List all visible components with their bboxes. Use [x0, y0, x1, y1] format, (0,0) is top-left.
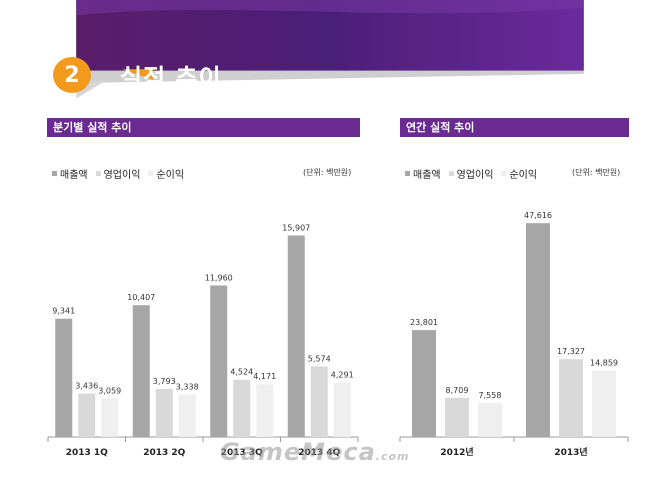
data-label: 4,524 — [230, 368, 253, 377]
data-label: 15,907 — [282, 224, 310, 233]
data-label: 9,341 — [52, 307, 75, 316]
quarterly-unit-label: (단위: 백만원) — [303, 168, 352, 177]
legend-item-net-income: 순이익 — [148, 166, 184, 181]
data-label: 3,059 — [98, 386, 121, 395]
data-label: 4,291 — [331, 371, 354, 380]
data-label: 3,793 — [153, 377, 176, 386]
bar — [559, 359, 583, 437]
annual-unit-label: (단위: 백만원) — [572, 168, 621, 177]
bar — [55, 318, 73, 437]
data-label: 7,558 — [479, 391, 502, 400]
bar — [155, 388, 173, 437]
bar — [78, 393, 96, 437]
bar — [233, 379, 251, 437]
annual-chart-title: 연간 실적 추이 — [400, 118, 629, 137]
bar — [445, 397, 469, 437]
page-title: 실적 추이 — [120, 64, 222, 92]
bar — [333, 382, 351, 437]
bar — [287, 235, 305, 437]
x-tick-label: 2012년 — [440, 446, 473, 458]
x-tick-label: 2013년 — [554, 446, 587, 458]
data-label: 3,436 — [75, 381, 98, 390]
bar — [101, 398, 119, 437]
data-label: 47,616 — [524, 211, 552, 220]
annual-legend: 매출액 영업이익 순이익 — [405, 166, 545, 181]
data-label: 4,171 — [253, 372, 276, 381]
header-background — [76, 0, 584, 99]
legend-item-revenue: 매출액 — [52, 166, 88, 181]
data-label: 14,859 — [590, 358, 618, 367]
bar — [526, 223, 550, 437]
data-label: 8,709 — [446, 386, 469, 395]
section-number-badge: 2 — [53, 57, 91, 93]
bar — [592, 370, 616, 437]
x-tick-label: 2013 4Q — [298, 448, 340, 458]
bar — [178, 394, 196, 437]
quarterly-legend: 매출액 영업이익 순이익 — [52, 166, 192, 181]
bar — [478, 403, 502, 437]
x-tick-label: 2013 2Q — [143, 448, 185, 458]
x-tick-label: 2013 3Q — [221, 448, 263, 458]
bar — [132, 305, 150, 437]
watermark-logo: GameMeca.com — [220, 438, 410, 466]
data-label: 3,338 — [176, 383, 199, 392]
quarterly-chart-title: 분기별 실적 추이 — [47, 118, 360, 137]
data-label: 23,801 — [410, 318, 438, 327]
bar — [412, 330, 436, 437]
data-label: 10,407 — [127, 293, 155, 302]
data-label: 5,574 — [308, 354, 331, 363]
x-tick-label: 2013 1Q — [66, 448, 108, 458]
data-label: 17,327 — [557, 347, 585, 356]
legend-item-operating-profit: 영업이익 — [448, 166, 493, 181]
legend-item-net-income: 순이익 — [501, 166, 537, 181]
bar — [256, 384, 274, 437]
legend-item-operating-profit: 영업이익 — [95, 166, 140, 181]
data-label: 11,960 — [205, 274, 233, 283]
legend-item-revenue: 매출액 — [405, 166, 441, 181]
bar — [210, 285, 228, 437]
bar — [310, 366, 328, 437]
